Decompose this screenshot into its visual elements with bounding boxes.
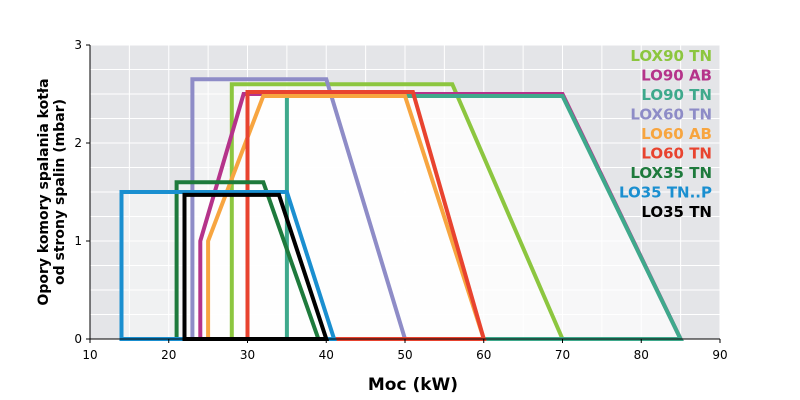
legend-entry: LOX60 TN: [630, 106, 712, 124]
y-tick-label: 1: [74, 234, 82, 248]
y-tick-label: 0: [74, 332, 82, 346]
legend-entry: LO35 TN..P: [619, 184, 712, 202]
x-axis-title: Moc (kW): [368, 375, 458, 395]
legend-entry: LO90 TN: [641, 86, 712, 104]
x-tick-label: 50: [397, 348, 412, 362]
x-tick-label: 30: [240, 348, 255, 362]
series-fill: [208, 96, 484, 339]
series-fill: [184, 194, 327, 339]
series-fill: [200, 94, 681, 339]
legend-entry: LO60 AB: [641, 125, 712, 143]
x-tick-label: 90: [712, 348, 727, 362]
legend-entry: LO60 TN: [641, 145, 712, 163]
x-tick-label: 20: [161, 348, 176, 362]
x-tick-label: 60: [476, 348, 491, 362]
y-axis-title-line1: Opory komory spalania kotła: [36, 78, 52, 305]
x-tick-label: 70: [555, 348, 570, 362]
x-tick-label: 10: [82, 348, 97, 362]
y-tick-label: 3: [74, 38, 82, 52]
y-tick-label: 2: [74, 136, 82, 150]
y-axis-title-line2: od strony spalin (mbar): [52, 99, 68, 285]
x-tick-label: 80: [634, 348, 649, 362]
series-layer: [119, 77, 684, 341]
legend-entry: LO35 TN: [641, 203, 712, 221]
legend-entry: LOX35 TN: [630, 164, 712, 182]
legend-entry: LO90 AB: [641, 67, 712, 85]
legend-entry: LOX90 TN: [630, 47, 712, 65]
x-tick-label: 40: [319, 348, 334, 362]
axes: 10 20 30 40 50 60 70 80 90 0 1 2 3: [74, 38, 727, 362]
